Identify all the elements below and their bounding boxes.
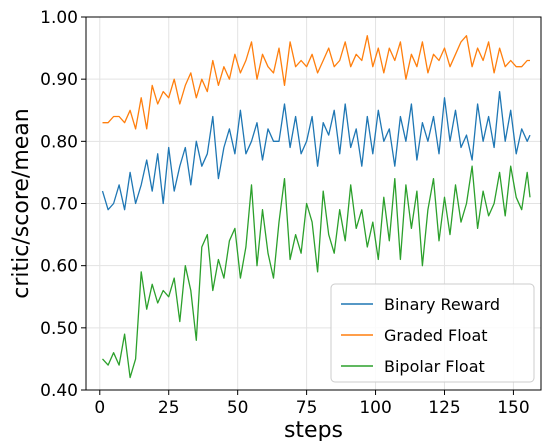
x-tick-label: 0 [94, 398, 105, 418]
x-tick-label: 100 [359, 398, 391, 418]
series-line-binary-reward [101, 90, 531, 211]
y-tick-label: 0.50 [40, 319, 78, 339]
y-tick-label: 0.90 [40, 70, 78, 90]
series-line-bipolar-float [102, 165, 531, 379]
legend-label: Bipolar Float [384, 357, 485, 376]
y-tick-label: 1.00 [40, 8, 78, 28]
series-line-graded-float [102, 35, 530, 130]
x-tick-label: 150 [497, 398, 529, 418]
x-tick-label: 25 [158, 398, 180, 418]
x-axis-label: steps [284, 418, 343, 441]
y-tick-label: 0.80 [40, 132, 78, 152]
y-tick-label: 0.70 [40, 195, 78, 215]
y-tick-label: 0.60 [40, 257, 78, 277]
x-tick-label: 75 [296, 398, 318, 418]
y-axis-label: critic/score/mean [9, 108, 34, 298]
x-tick-label: 125 [428, 398, 460, 418]
legend-box [330, 283, 535, 383]
legend: Binary Reward Graded Float Bipolar Float [330, 283, 535, 383]
series-layer [101, 35, 531, 379]
y-tick-label: 0.40 [40, 381, 78, 401]
legend-label: Binary Reward [384, 295, 500, 314]
x-tick-label: 50 [227, 398, 249, 418]
legend-label: Graded Float [384, 326, 488, 345]
axis-ticks: 0 25 50 75 100 125 150 0.40 0.50 0.60 0.70 0.80 0.90… [40, 8, 530, 418]
